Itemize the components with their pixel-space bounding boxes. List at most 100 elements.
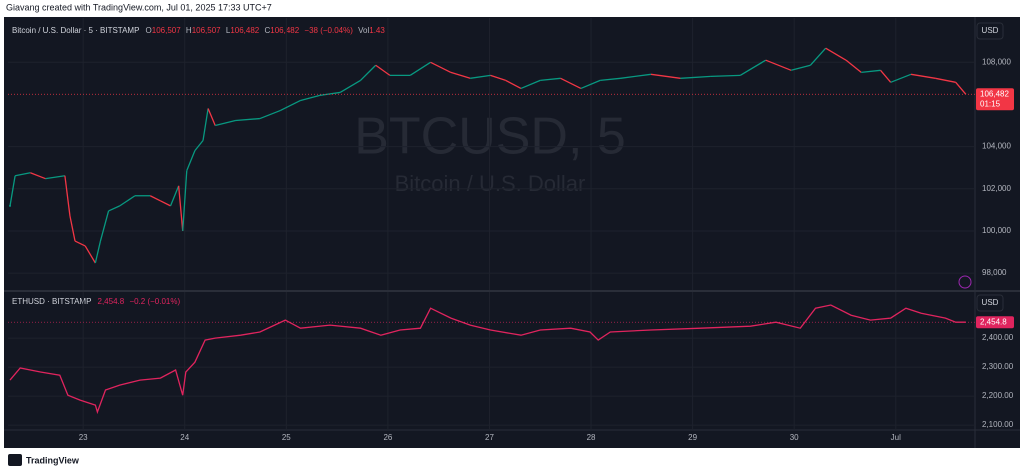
last-price-tag — [976, 88, 1014, 111]
price-segment — [540, 77, 561, 82]
price-segment — [809, 47, 827, 66]
eth-legend: ETHUSD · BITSTAMP 2,454.8 −0.2 (−0.01%) — [12, 297, 180, 306]
price-segment — [880, 69, 892, 83]
price-segment — [955, 81, 967, 95]
price-line — [9, 304, 966, 415]
price-segment — [108, 205, 121, 212]
price-segment — [790, 64, 811, 71]
price-segment — [765, 59, 792, 71]
price-segment — [825, 47, 847, 61]
price-segment — [215, 119, 236, 127]
x-tick-label: 28 — [587, 433, 596, 442]
price-segment — [430, 61, 452, 73]
symbol: ETHUSD · BITSTAMP — [12, 297, 91, 306]
price-segment — [890, 73, 912, 83]
price-segment — [259, 109, 281, 120]
x-tick-label: 24 — [180, 433, 189, 442]
price-segment — [45, 175, 65, 180]
x-tick-label: 26 — [383, 433, 392, 442]
price-segment — [600, 77, 621, 82]
price-segment — [505, 79, 522, 90]
alert-icon[interactable] — [958, 275, 972, 289]
price-segment — [580, 79, 601, 90]
y-tick-label: 2,400.00 — [982, 333, 1014, 342]
ohlc-key: L — [226, 26, 231, 35]
currency-button[interactable] — [976, 294, 1004, 312]
x-tick-label: 27 — [485, 433, 494, 442]
price-segment — [490, 74, 506, 82]
price-segment — [339, 79, 361, 93]
price-segment — [194, 140, 204, 152]
price-segment — [119, 195, 136, 207]
price-segment — [202, 108, 209, 141]
x-tick-label: Jul — [891, 433, 901, 442]
price-segment — [910, 73, 936, 79]
ohlc-value: 106,507 — [152, 26, 181, 35]
y-tick-label: 98,000 — [982, 268, 1007, 277]
last-price-tag — [976, 316, 1014, 329]
y-tick-label: 104,000 — [982, 142, 1011, 151]
ohlc-value: 106,507 — [192, 26, 221, 35]
price-segment — [740, 59, 767, 76]
price-segment — [74, 240, 86, 247]
price-segment — [69, 215, 76, 242]
x-tick-label: 23 — [79, 433, 88, 442]
volume-key: Vol — [358, 26, 369, 35]
ohlc-value: 106,482 — [270, 26, 299, 35]
watermark-subtitle: Bitcoin / U.S. Dollar — [395, 171, 586, 196]
ohlc-value: 106,482 — [230, 26, 259, 35]
last-price-label: 106,482 — [980, 89, 1009, 98]
currency-button[interactable] — [976, 22, 1004, 40]
chart-background — [4, 17, 1020, 448]
header: Giavang created with TradingView.com, Ju… — [6, 2, 272, 12]
currency[interactable]: USD — [982, 298, 999, 307]
price-segment — [207, 108, 216, 126]
price-segment — [520, 79, 541, 90]
price-segment — [620, 73, 652, 79]
symbol: Bitcoin / U.S. Dollar · 5 · BITSTAMP — [12, 26, 139, 35]
y-tick-label: 2,200.00 — [982, 391, 1014, 400]
btc-legend: Bitcoin / U.S. Dollar · 5 · BITSTAMP O10… — [12, 26, 385, 35]
price-segment — [279, 99, 301, 112]
price-segment — [30, 172, 46, 180]
price-segment — [94, 240, 102, 264]
x-tick-label: 30 — [790, 433, 799, 442]
price-segment — [375, 64, 391, 76]
price-segment — [861, 69, 881, 74]
price-segment — [680, 75, 711, 79]
x-tick-label: 29 — [688, 433, 697, 442]
price-segment — [470, 74, 491, 79]
y-tick-label: 108,000 — [982, 57, 1011, 66]
x-tick-label: 25 — [282, 433, 291, 442]
ohlc-key: C — [264, 26, 270, 35]
price-segment — [935, 77, 956, 83]
price-segment — [650, 73, 681, 79]
last-price-label: 2,454.8 — [980, 317, 1007, 326]
footer: TradingView — [26, 455, 80, 465]
price-segment — [160, 200, 171, 207]
y-tick-label: 2,300.00 — [982, 362, 1014, 371]
price-segment — [235, 117, 260, 122]
price-segment — [64, 175, 71, 217]
y-tick-label: 100,000 — [982, 226, 1011, 235]
price-segment — [14, 172, 31, 177]
price-segment — [319, 91, 341, 97]
countdown: 01:15 — [980, 99, 1001, 108]
currency[interactable]: USD — [982, 26, 999, 35]
price-segment — [9, 175, 16, 206]
price-segment — [169, 185, 180, 207]
ohlc-key: O — [146, 26, 152, 35]
change: −0.2 (−0.01%) — [129, 297, 180, 306]
price-segment — [149, 195, 161, 202]
price-segment — [560, 77, 582, 90]
ohlc-key: H — [186, 26, 192, 35]
price-segment — [450, 71, 471, 79]
price-segment — [84, 245, 96, 264]
y-tick-label: 2,100.00 — [982, 420, 1014, 429]
change: −38 (−0.04%) — [304, 26, 353, 35]
price-segment — [182, 170, 188, 232]
price-segment — [409, 61, 431, 76]
footer-logo — [8, 454, 22, 466]
price-segment — [845, 59, 862, 73]
volume: 1.43 — [369, 26, 385, 35]
